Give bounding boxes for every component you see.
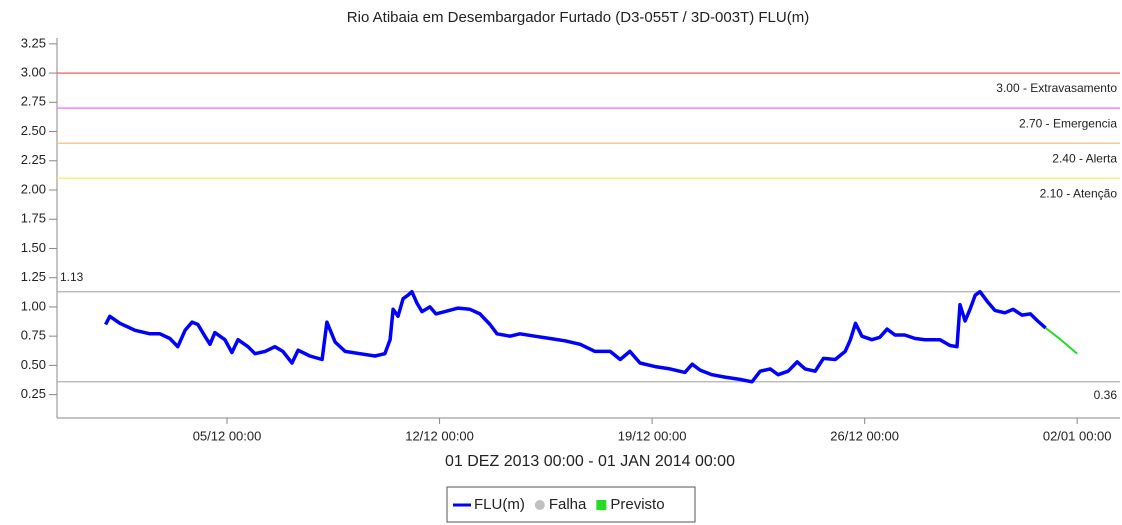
y-tick-label: 2.00 [21,181,46,196]
series-line [1044,327,1078,355]
y-tick-label: 3.00 [21,65,46,80]
y-tick-label: 2.75 [21,94,46,109]
reference-label: 1.13 [60,270,84,284]
x-tick-label: 02/01 00:00 [1043,428,1112,443]
y-tick-label: 1.25 [21,269,46,284]
threshold-label: 3.00 - Extravasamento [996,81,1117,95]
y-tick-label: 0.25 [21,386,46,401]
threshold-label: 2.40 - Alerta [1052,151,1117,165]
series-line [104,289,1047,384]
threshold-label: 2.10 - Atenção [1040,186,1118,200]
x-tick-label: 05/12 00:00 [193,428,262,443]
legend-label: Previsto [610,496,664,513]
y-tick-label: 0.75 [21,328,46,343]
x-tick-label: 12/12 00:00 [405,428,474,443]
legend-label: Falha [549,496,587,513]
legend-label: FLU(m) [474,496,525,513]
x-tick-label: 26/12 00:00 [830,428,899,443]
legend-swatch [596,500,607,510]
y-tick-label: 1.75 [21,211,46,226]
y-tick-label: 3.25 [21,35,46,50]
x-axis-label: 01 DEZ 2013 00:00 - 01 JAN 2014 00:00 [445,453,735,470]
x-tick-label: 19/12 00:00 [618,428,687,443]
threshold-label: 2.70 - Emergencia [1019,116,1117,130]
y-tick-label: 0.50 [21,357,46,372]
y-tick-label: 1.00 [21,298,46,313]
y-tick-label: 2.25 [21,152,46,167]
reference-label: 0.36 [1094,388,1118,402]
chart-title: Rio Atibaia em Desembargador Furtado (D3… [347,9,809,26]
legend-box [446,486,696,523]
legend-swatch [534,500,545,510]
y-tick-label: 2.50 [21,123,46,138]
y-tick-label: 1.50 [21,240,46,255]
